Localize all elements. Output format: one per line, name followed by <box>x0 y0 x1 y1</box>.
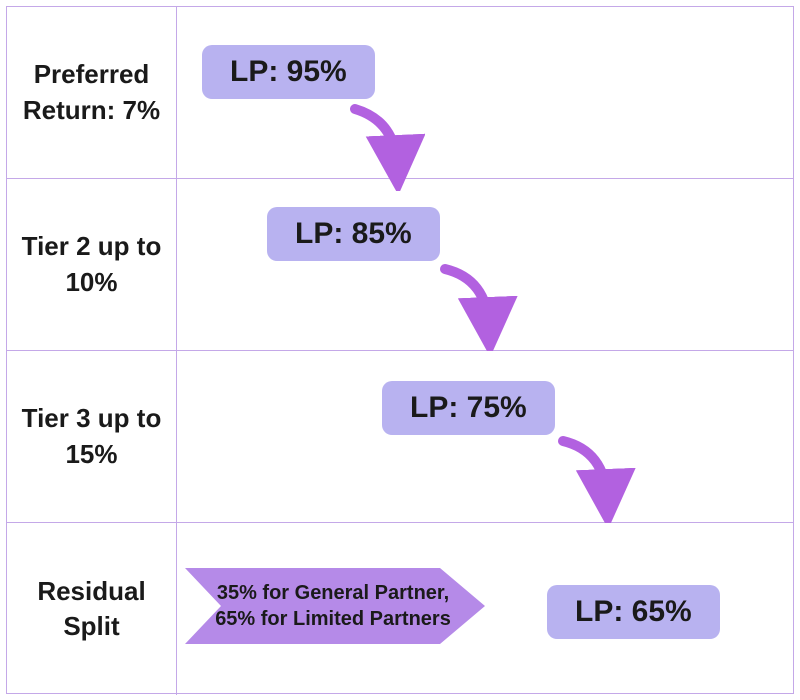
lp-pill: LP: 65% <box>547 585 720 639</box>
split-chevron: 35% for General Partner, 65% for Limited… <box>185 568 485 644</box>
lp-pill: LP: 85% <box>267 207 440 261</box>
label-cell: Tier 2 up to 10% <box>7 179 177 350</box>
label-cell: Preferred Return: 7% <box>7 7 177 178</box>
tier-label: Tier 2 up to 10% <box>15 229 168 299</box>
chevron-text: 35% for General Partner, 65% for Limited… <box>199 580 467 632</box>
tier-grid: Preferred Return: 7% LP: 95% Tier 2 up t… <box>6 6 794 694</box>
content-cell: LP: 85% <box>177 179 793 350</box>
row-residual-split: Residual Split 35% for General Partner, … <box>7 523 793 695</box>
tier-label: Tier 3 up to 15% <box>15 401 168 471</box>
content-cell: 35% for General Partner, 65% for Limited… <box>177 523 793 695</box>
label-cell: Residual Split <box>7 523 177 695</box>
pill-text: LP: 95% <box>230 55 347 88</box>
arrow-down-icon <box>547 433 637 523</box>
arrow-down-icon <box>429 261 519 351</box>
row-tier-2: Tier 2 up to 10% LP: 85% <box>7 179 793 351</box>
chevron-shape: 35% for General Partner, 65% for Limited… <box>185 568 485 644</box>
row-tier-3: Tier 3 up to 15% LP: 75% <box>7 351 793 523</box>
tier-label: Preferred Return: 7% <box>15 57 168 127</box>
content-cell: LP: 75% <box>177 351 793 522</box>
tier-label: Residual Split <box>15 574 168 644</box>
row-preferred-return: Preferred Return: 7% LP: 95% <box>7 7 793 179</box>
lp-pill: LP: 75% <box>382 381 555 435</box>
arrow-down-icon <box>335 101 425 191</box>
content-cell: LP: 95% <box>177 7 793 178</box>
pill-text: LP: 75% <box>410 391 527 424</box>
label-cell: Tier 3 up to 15% <box>7 351 177 522</box>
lp-pill: LP: 95% <box>202 45 375 99</box>
pill-text: LP: 85% <box>295 217 412 250</box>
pill-text: LP: 65% <box>575 595 692 628</box>
